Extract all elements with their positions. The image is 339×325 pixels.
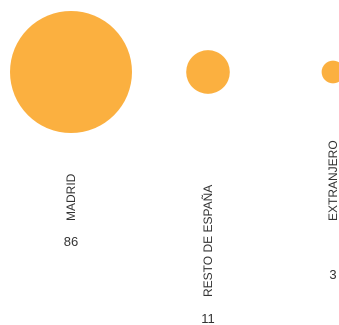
category-labels-layer: MADRID RESTO DE ESPAÑA EXTRANJERO (64, 140, 339, 297)
value-label: 3 (329, 267, 336, 282)
bubble-extranjero (321, 60, 339, 84)
value-labels-layer: 86 11 3 (64, 234, 337, 325)
value-label: 86 (64, 234, 78, 249)
bubbles-layer (10, 11, 339, 133)
category-label: EXTRANJERO (326, 140, 339, 221)
bubble-madrid (10, 11, 132, 133)
category-label: MADRID (64, 173, 78, 221)
category-label: RESTO DE ESPAÑA (201, 185, 215, 297)
bubble-resto-de-espa-a (186, 50, 230, 94)
value-label: 11 (201, 311, 215, 325)
